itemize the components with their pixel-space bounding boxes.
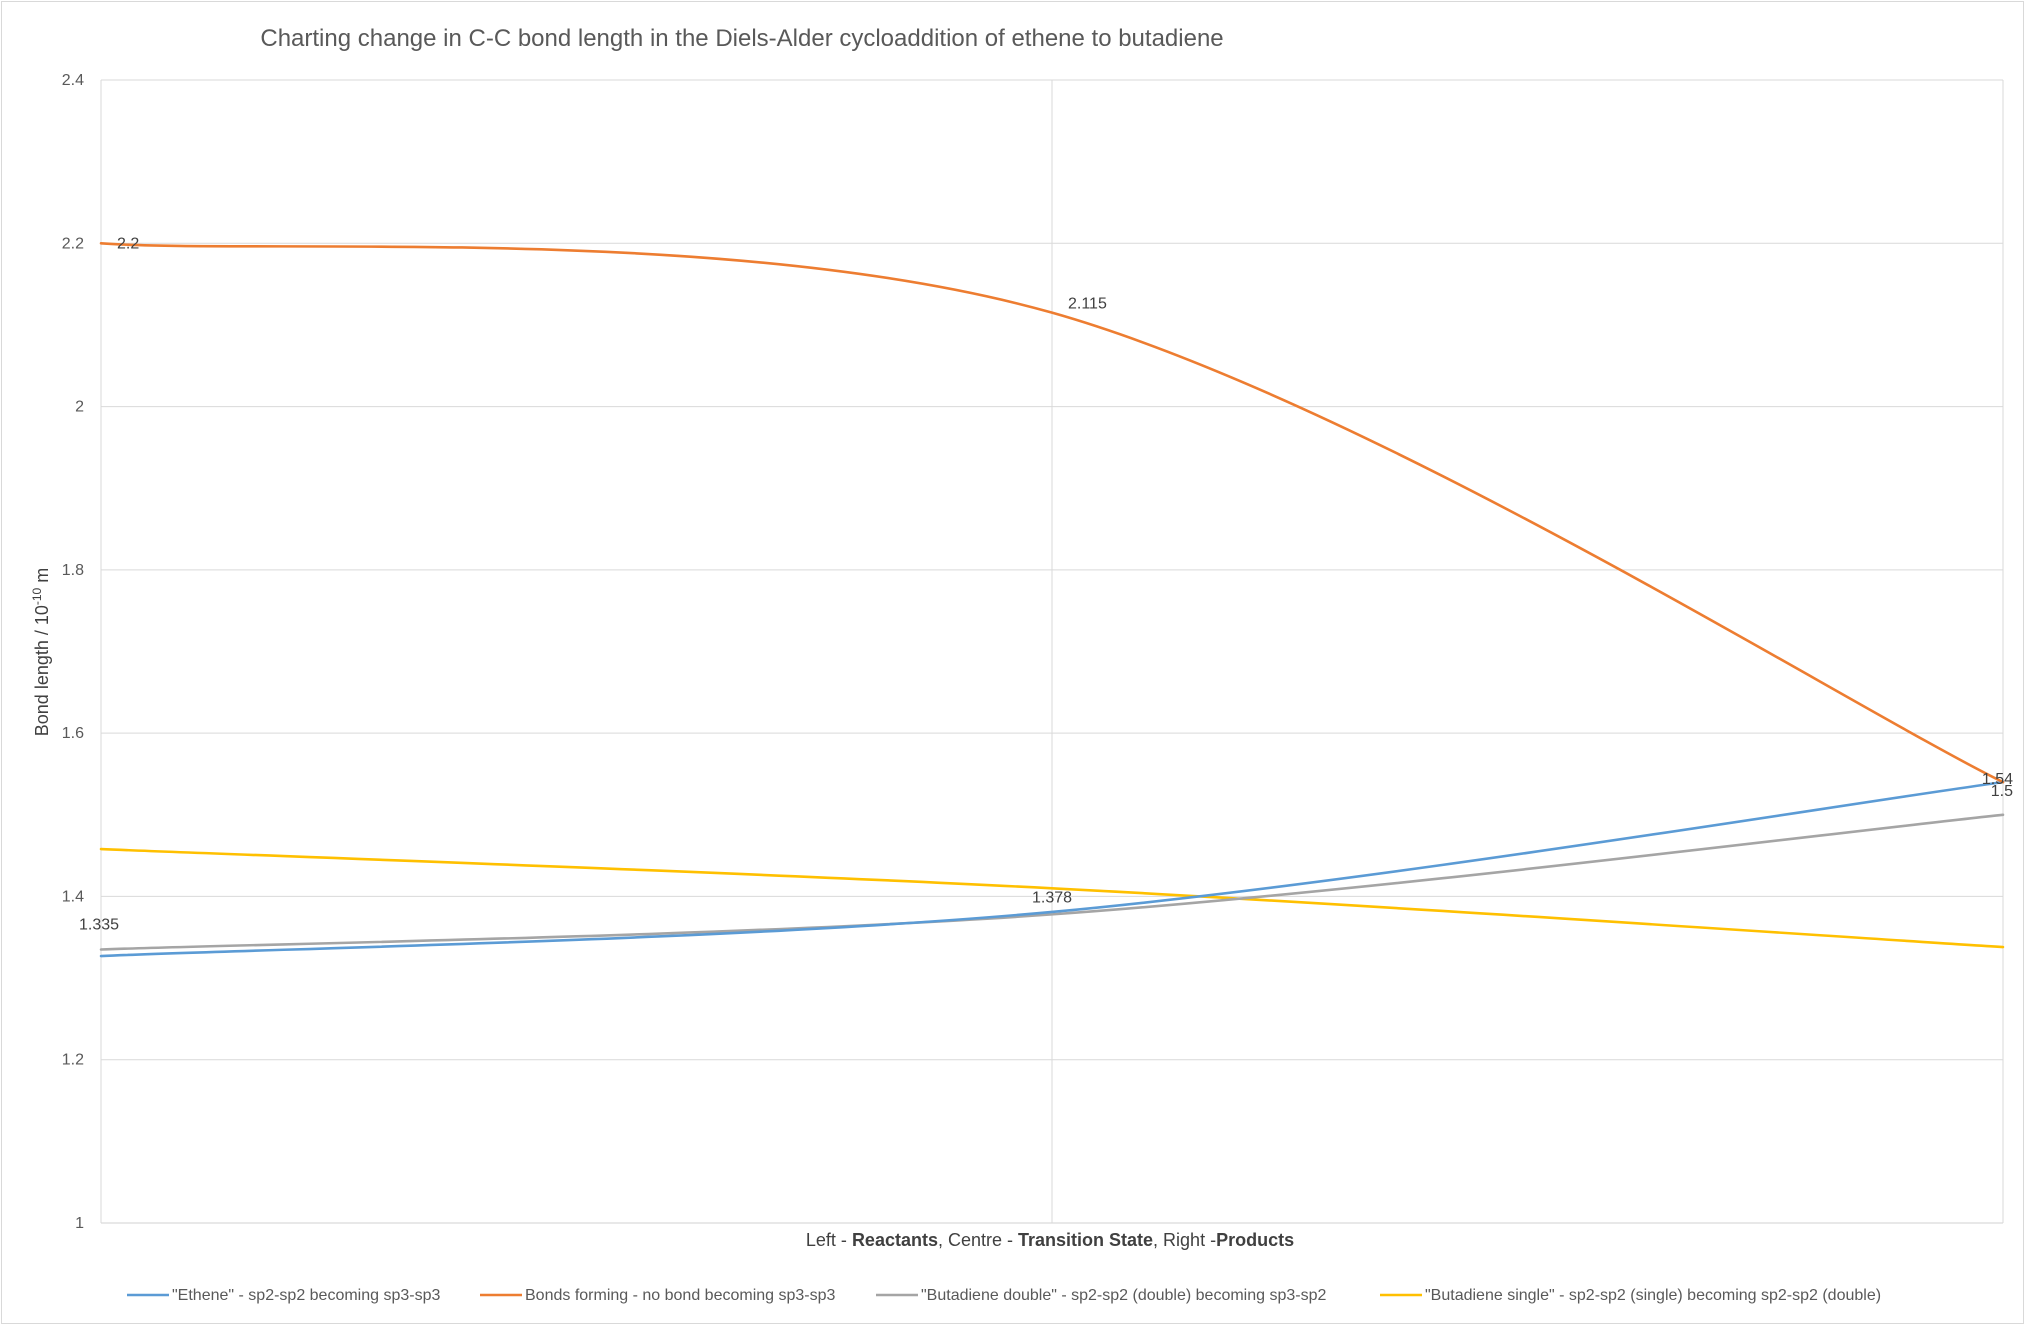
x-axis-title: Left - Reactants, Centre - Transition St… (806, 1230, 1294, 1250)
x-axis-title-part-4: , Right - (1153, 1230, 1216, 1250)
y-axis-title-exponent: -10 (30, 587, 44, 605)
y-axis-title-base: Bond length / 10 (32, 605, 52, 736)
series-line-1 (99, 241, 2005, 784)
y-tick-label: 1.8 (62, 562, 84, 579)
data-label: 2.2 (117, 235, 139, 252)
x-axis-title-part-1: Reactants (852, 1230, 938, 1250)
chart-title: Charting change in C-C bond length in th… (260, 25, 1223, 52)
legend-entry-label: "Butadiene double" - sp2-sp2 (double) be… (921, 1287, 1326, 1304)
legend-entry-label: "Butadiene single" - sp2-sp2 (single) be… (1425, 1287, 1881, 1304)
data-labels: 2.2 2.115 1.54 1.335 1.378 1.5 (79, 235, 2013, 933)
y-tick-label: 2.2 (62, 235, 84, 252)
y-tick-label: 2 (75, 399, 84, 416)
y-axis-title: Bond length / 10-10 m (30, 568, 52, 736)
series-line-2 (99, 813, 2005, 951)
legend: "Ethene" - sp2-sp2 becoming sp3-sp3 Bonds… (127, 1287, 1881, 1304)
data-label: 1.5 (1991, 783, 2013, 800)
x-axis-title-part-2: , Centre - (938, 1230, 1018, 1250)
data-label: 1.54 (1982, 771, 2013, 788)
series-line-0 (99, 780, 2005, 958)
y-tick-label: 1 (75, 1215, 84, 1232)
y-tick-label: 1.6 (62, 725, 84, 742)
y-tick-label: 1.4 (62, 888, 84, 905)
x-axis-title-part-0: Left - (806, 1230, 852, 1250)
y-tick-label: 1.2 (62, 1052, 84, 1069)
y-tick-label: 2.4 (62, 72, 84, 89)
x-axis-title-part-3: Transition State (1018, 1230, 1153, 1250)
series-line-3 (99, 847, 2005, 949)
series-lines (99, 241, 2005, 958)
data-label: 2.115 (1068, 296, 1107, 313)
y-axis-title-unit: m (32, 568, 52, 588)
legend-entry-label: "Ethene" - sp2-sp2 becoming sp3-sp3 (172, 1287, 441, 1304)
data-label: 1.378 (1032, 889, 1072, 906)
data-label: 1.335 (79, 916, 119, 933)
legend-entry-label: Bonds forming - no bond becoming sp3-sp3 (525, 1287, 836, 1304)
y-axis-ticks: 1 1.2 1.4 1.6 1.8 2 2.2 2.4 (62, 72, 84, 1232)
x-axis-title-part-5: Products (1216, 1230, 1294, 1250)
gridlines (100, 79, 2004, 1224)
